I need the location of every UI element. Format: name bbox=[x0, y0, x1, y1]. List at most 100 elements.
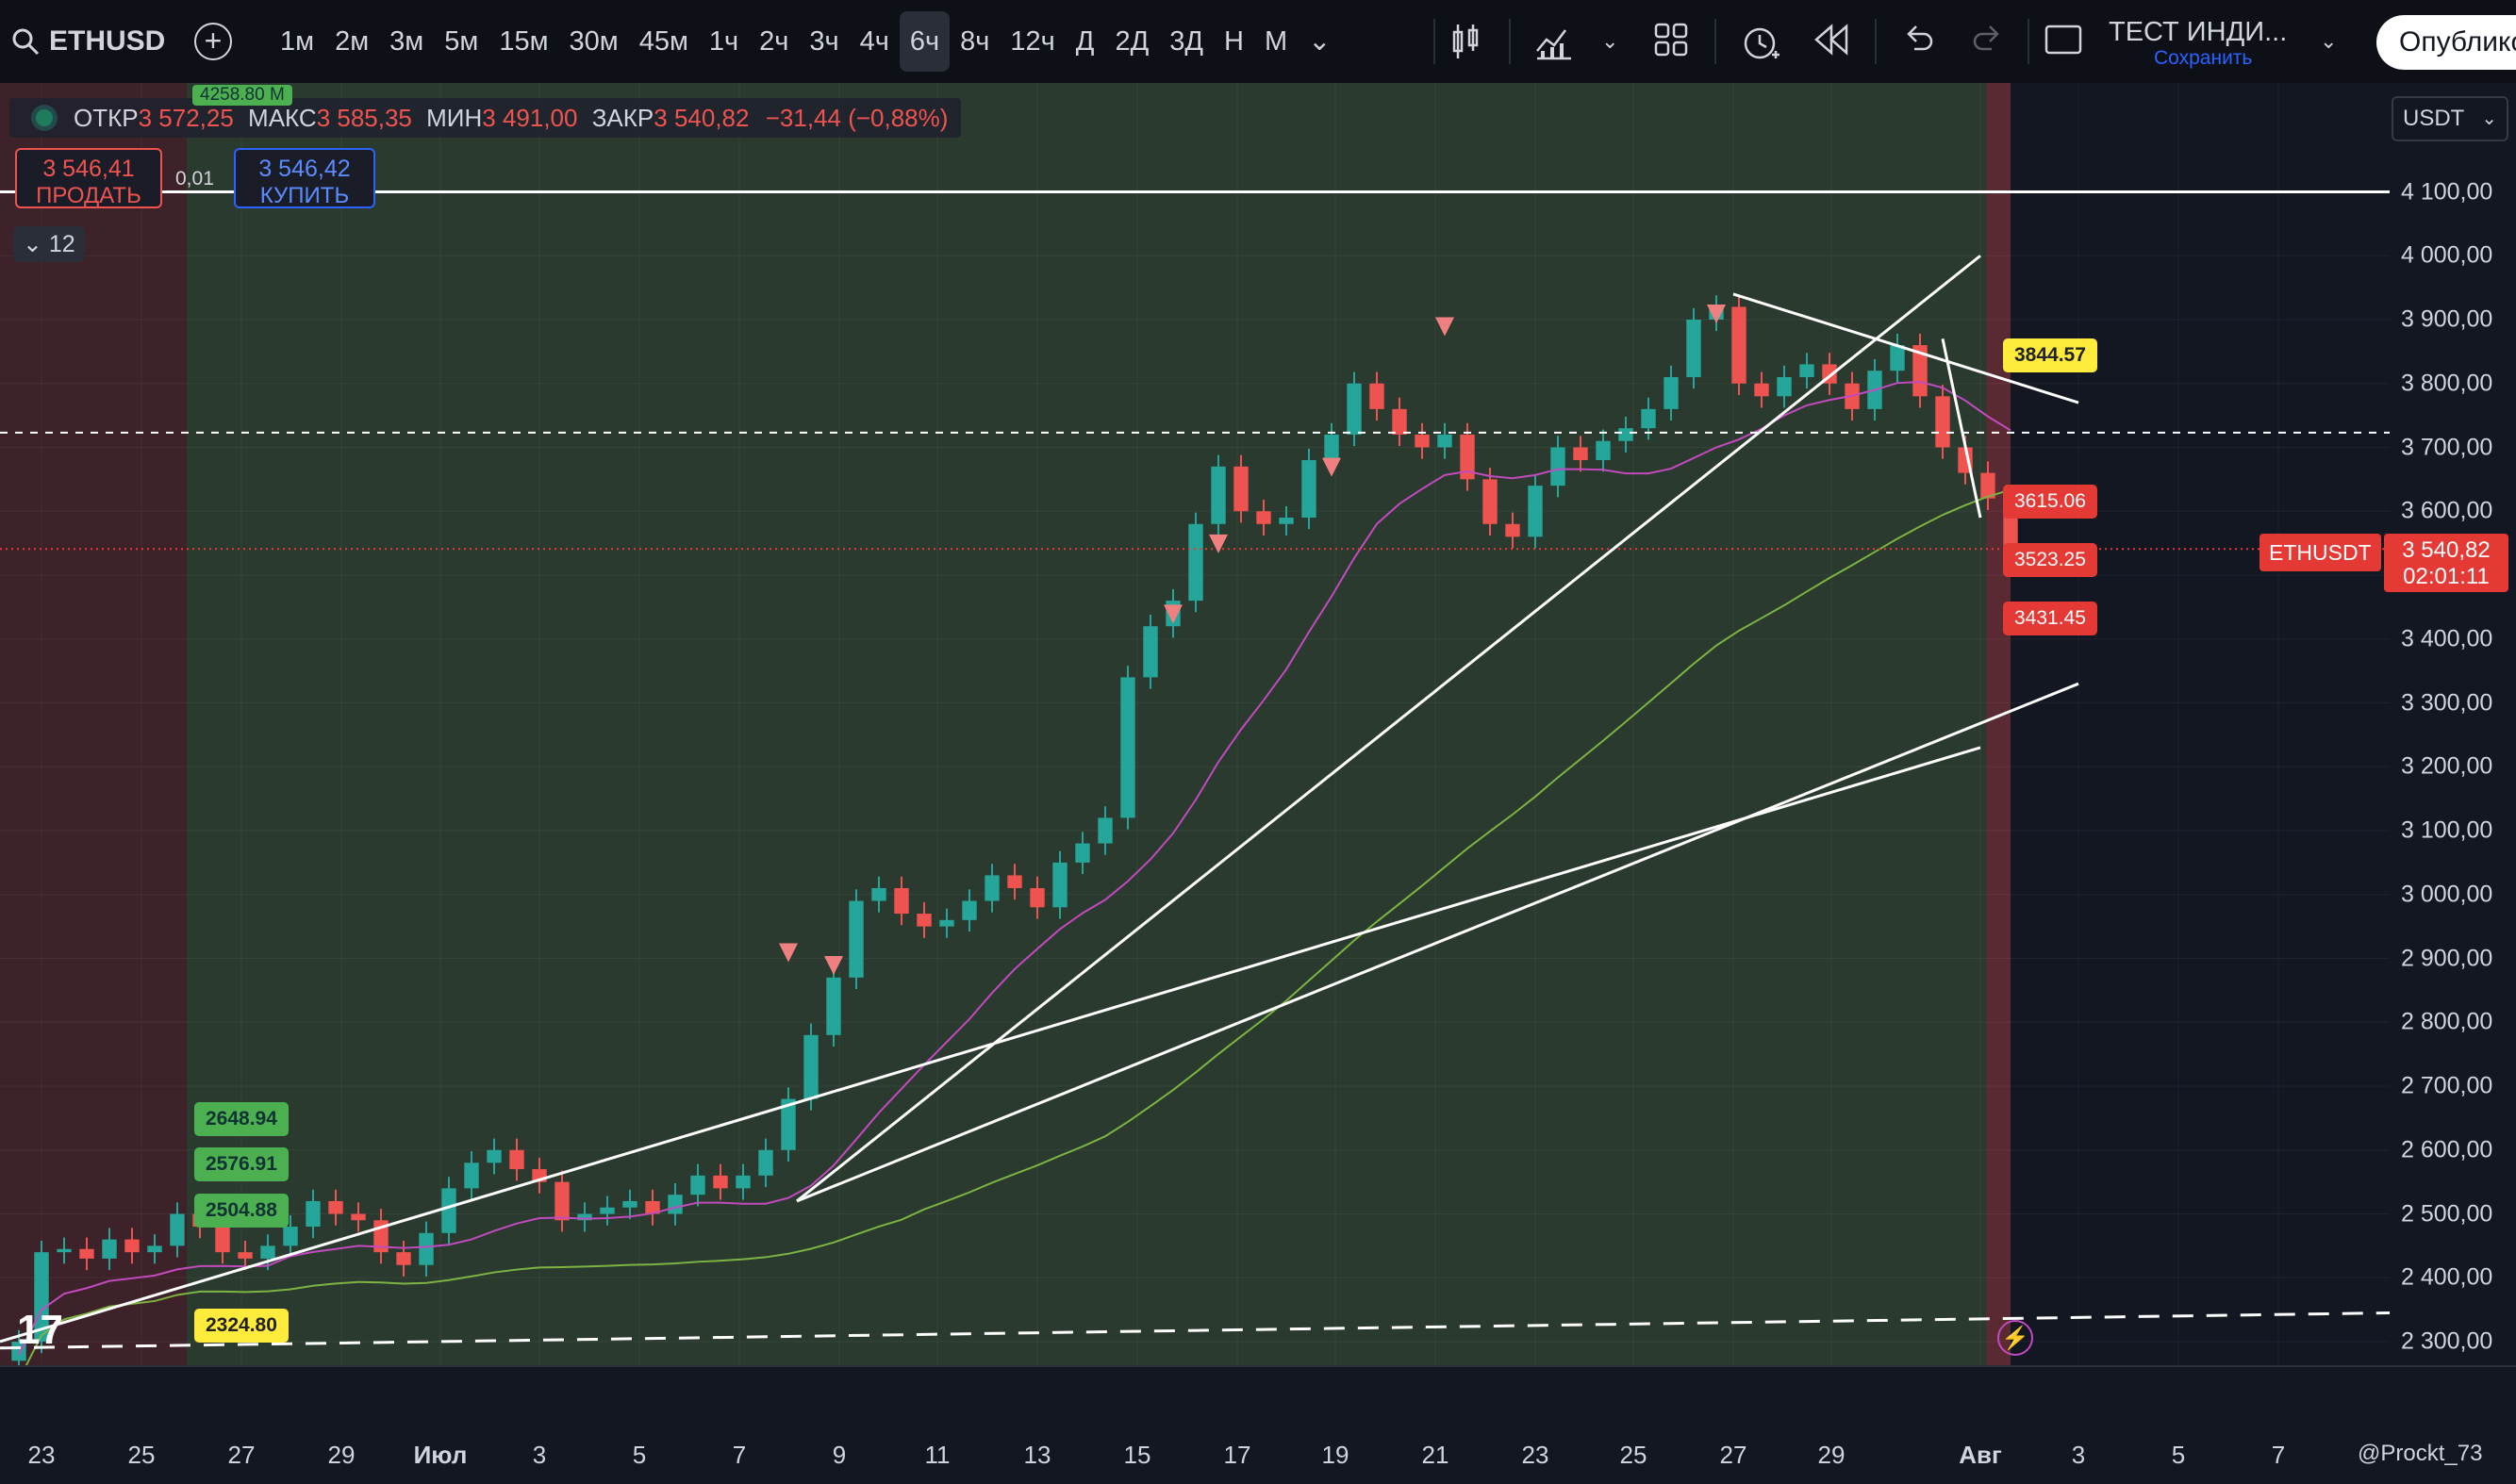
chevron-down-icon[interactable]: ⌄ bbox=[1601, 29, 1619, 53]
tradingview-logo-icon[interactable]: 17 bbox=[17, 1307, 63, 1353]
divider bbox=[1509, 19, 1511, 64]
candle-body bbox=[1482, 479, 1498, 524]
alert-clock-icon[interactable] bbox=[1741, 23, 1780, 70]
sell-signal-marker bbox=[779, 943, 798, 963]
interval-1[interactable]: 2м bbox=[335, 26, 370, 57]
time-tick-label: Июл bbox=[413, 1441, 468, 1469]
price-axis[interactable]: 2 300,00 2 400,00 2 500,00 2 600,00 2 700,00… bbox=[2390, 83, 2516, 1365]
candle-body bbox=[1256, 511, 1271, 524]
buy-button[interactable]: 3 546,42 КУПИТЬ bbox=[234, 148, 375, 208]
candle-body bbox=[736, 1175, 751, 1189]
candle-body bbox=[1392, 408, 1407, 435]
interval-11[interactable]: 6ч bbox=[899, 11, 951, 72]
change-value: −31,44 (−0,88%) bbox=[765, 104, 949, 132]
trendline bbox=[796, 682, 2079, 1203]
sell-button[interactable]: 3 546,41 ПРОДАТЬ bbox=[15, 148, 162, 208]
replay-icon[interactable] bbox=[1813, 23, 1850, 64]
layout-grid-icon[interactable] bbox=[1654, 23, 1688, 64]
price-tick-label: 2 600,00 bbox=[2401, 1136, 2493, 1163]
candle-body bbox=[645, 1200, 660, 1214]
candle-body bbox=[622, 1200, 637, 1208]
interval-5[interactable]: 30м bbox=[569, 26, 619, 57]
collapse-indicators-button[interactable]: ⌄ 12 bbox=[13, 226, 85, 262]
chevron-down-icon[interactable]: ⌄ bbox=[2320, 29, 2338, 53]
chevron-down-icon[interactable]: ⌄ bbox=[1308, 26, 1332, 57]
trendline bbox=[0, 746, 1981, 1344]
interval-bar: 1м 2м 3м 5м 15м 30м 45м 1ч 2ч 3ч 4ч 6ч 8ч 12ч Д 2Д 3Д Н М ⌄ bbox=[270, 11, 1341, 72]
undo-icon[interactable] bbox=[1901, 23, 1935, 64]
candle-body bbox=[758, 1149, 773, 1176]
trendline bbox=[1941, 338, 1982, 519]
price-tick-label: 4 000,00 bbox=[2401, 241, 2493, 269]
publish-button[interactable]: Опублико bbox=[2376, 15, 2516, 70]
close-value: 3 540,82 bbox=[654, 104, 750, 132]
add-symbol-icon[interactable]: + bbox=[194, 23, 232, 60]
candle-body bbox=[713, 1175, 728, 1189]
yellow-level-tag: 2324.80 bbox=[194, 1309, 289, 1344]
price-tick-label: 3 900,00 bbox=[2401, 305, 2493, 333]
interval-16[interactable]: 3Д bbox=[1169, 26, 1203, 57]
indicator-name[interactable]: ТЕСТ ИНДИ... bbox=[2109, 17, 2288, 47]
candle-type-icon[interactable] bbox=[1448, 23, 1482, 68]
last-price-tag: 3 540,82 02:01:11 bbox=[2384, 534, 2508, 592]
low-label: МИН bbox=[426, 104, 483, 132]
interval-3[interactable]: 5м bbox=[444, 26, 479, 57]
candle-body bbox=[487, 1149, 502, 1163]
sell-signal-marker bbox=[1435, 317, 1454, 337]
candle-body bbox=[1120, 677, 1135, 818]
candle-body bbox=[803, 1034, 819, 1099]
redo-icon[interactable] bbox=[1971, 23, 2005, 64]
candle-body bbox=[1347, 383, 1362, 435]
search-icon bbox=[12, 28, 40, 56]
candle-body bbox=[849, 900, 864, 978]
candle-body bbox=[1641, 408, 1656, 429]
spread-value: 0,01 bbox=[175, 168, 214, 190]
divider bbox=[1714, 19, 1716, 64]
symbol-name: ETHUSD bbox=[49, 25, 166, 57]
sell-label: ПРОДАТЬ bbox=[36, 183, 141, 208]
interval-13[interactable]: 12ч bbox=[1010, 26, 1055, 57]
interval-9[interactable]: 3ч bbox=[809, 26, 839, 57]
buy-label: КУПИТЬ bbox=[259, 183, 350, 208]
price-tick-label: 3 700,00 bbox=[2401, 434, 2493, 460]
symbol-search[interactable]: ETHUSD bbox=[11, 11, 165, 72]
chart-pane[interactable] bbox=[0, 83, 2390, 1365]
candle-body bbox=[351, 1213, 366, 1221]
price-tick-label: 3 400,00 bbox=[2401, 625, 2493, 652]
candle-body bbox=[1324, 434, 1339, 461]
interval-8[interactable]: 2ч bbox=[759, 26, 789, 57]
interval-12[interactable]: 8ч bbox=[960, 26, 990, 57]
candle-body bbox=[328, 1200, 343, 1214]
green-session-zone bbox=[187, 83, 1986, 1365]
interval-18[interactable]: М bbox=[1264, 26, 1288, 57]
last-price: 3 540,82 bbox=[2402, 537, 2491, 563]
sell-signal-marker bbox=[824, 956, 843, 976]
interval-6[interactable]: 45м bbox=[638, 26, 688, 57]
interval-0[interactable]: 1м bbox=[280, 26, 315, 57]
candle-body bbox=[260, 1245, 275, 1259]
interval-14[interactable]: Д bbox=[1075, 26, 1095, 57]
interval-2[interactable]: 3м bbox=[389, 26, 424, 57]
price-chart[interactable] bbox=[0, 83, 2390, 1365]
interval-10[interactable]: 4ч bbox=[859, 26, 889, 57]
interval-17[interactable]: Н bbox=[1224, 26, 1244, 57]
price-tick-label: 3 100,00 bbox=[2401, 816, 2493, 844]
lightning-icon[interactable]: ⚡ bbox=[1997, 1320, 2033, 1356]
green-level-tag: 2504.88 bbox=[194, 1194, 289, 1228]
interval-15[interactable]: 2Д bbox=[1115, 26, 1150, 57]
fullscreen-icon[interactable] bbox=[2044, 23, 2082, 64]
indicator-save-status[interactable]: Сохранить bbox=[2154, 47, 2253, 69]
indicator-count: 12 bbox=[48, 231, 75, 257]
candle-body bbox=[1188, 523, 1203, 602]
time-axis[interactable] bbox=[0, 1365, 2516, 1484]
candle-body bbox=[79, 1248, 94, 1259]
red-session-zone bbox=[1986, 83, 2011, 1365]
interval-7[interactable]: 1ч bbox=[708, 26, 739, 57]
high-label: МАКС bbox=[248, 104, 317, 132]
candle-body bbox=[1573, 447, 1588, 461]
candle-body bbox=[781, 1098, 796, 1150]
time-tick-label: 27 bbox=[227, 1441, 256, 1469]
indicators-icon[interactable] bbox=[1535, 23, 1573, 68]
currency-select[interactable]: USDT ⌄ bbox=[2392, 96, 2508, 141]
interval-4[interactable]: 15м bbox=[499, 26, 549, 57]
